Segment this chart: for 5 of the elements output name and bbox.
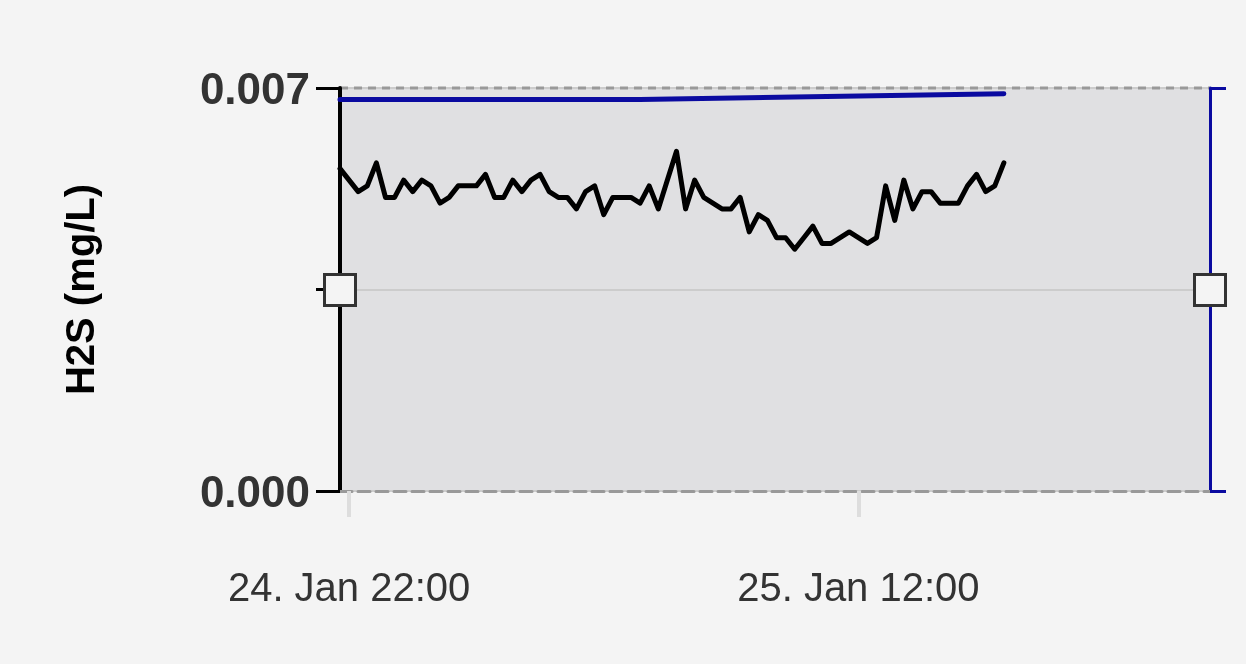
y-tick-label: 0.007: [199, 63, 310, 113]
x-tick-label: 25. Jan 12:00: [737, 565, 980, 609]
y-axis-title: H2S (mg/L): [58, 183, 102, 396]
y-tick-label: 0.000: [199, 466, 310, 516]
x-tick-label: 24. Jan 22:00: [227, 565, 471, 609]
